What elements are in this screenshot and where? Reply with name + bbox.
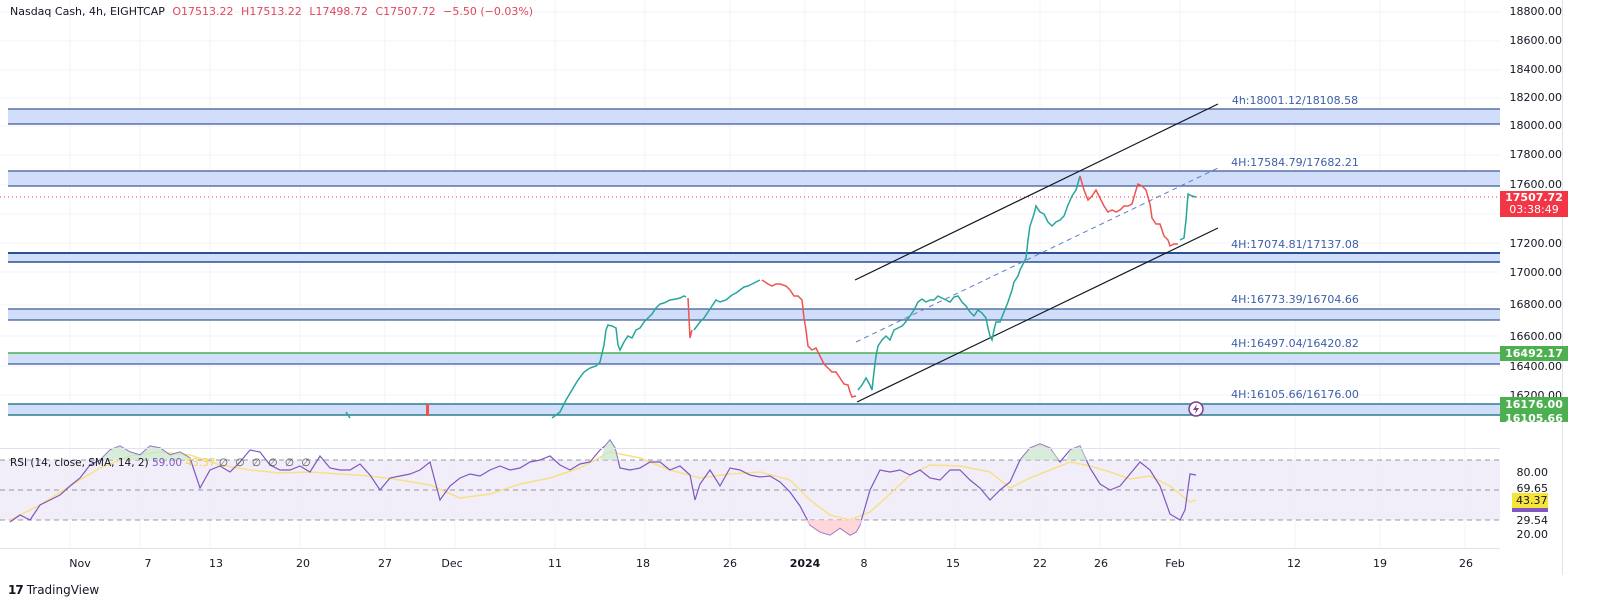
price-tick: 17800.00 [1509,148,1563,161]
rsi-sma-tag: 43.37 [1512,493,1548,508]
empty-value: ∅ [251,457,261,469]
rsi-legend: RSI (14, close, SMA, 14, 2) 59.00 43.37 … [10,457,314,469]
open-value: O17513.22 [172,5,234,18]
price-tag-16105: 16105.66 [1500,411,1568,422]
price-tick: 18600.00 [1509,34,1563,47]
time-tick: 27 [378,557,392,570]
zone-label: 4H:17584.79/17682.21 [1231,156,1359,169]
rsi-tick: 69.65 [1516,482,1549,495]
time-tick: 15 [946,557,960,570]
time-tick: 2024 [789,557,821,570]
zone-17584[interactable] [8,170,1500,187]
time-tick: 26 [1094,557,1108,570]
time-tick: 20 [296,557,310,570]
zone-16773[interactable] [8,308,1500,321]
tradingview-brand: TradingView [26,583,100,597]
zone-label: 4h:18001.12/18108.58 [1231,94,1359,107]
candlestick-series [345,175,1197,419]
rsi-sma-line [9,451,1197,521]
rsi-tick: 29.54 [1516,514,1549,527]
tradingview-logo-icon: 17 [8,583,24,597]
rsi-tick: 20.00 [1516,528,1549,541]
zone-16497[interactable] [8,352,1500,365]
time-tick: 26 [1459,557,1473,570]
price-axis-border [1562,0,1563,575]
low-value: L17498.72 [309,5,368,18]
lightning-alert-icon[interactable] [1188,401,1204,417]
price-tick: 16600.00 [1509,330,1563,343]
time-tick: 26 [723,557,737,570]
price-tag-16492: 16492.17 [1500,346,1568,361]
time-tick: 19 [1373,557,1387,570]
price-tick: 17200.00 [1509,237,1563,250]
time-tick: Feb [1165,557,1185,570]
zone-16105[interactable] [8,403,1500,416]
price-tick: 17000.00 [1509,266,1563,279]
channel-mid-line[interactable] [855,167,1219,343]
change-value: −5.50 (−0.03%) [443,5,534,18]
current-price-tag: 17507.72 03:38:49 [1500,191,1568,217]
close-value: C17507.72 [375,5,436,18]
symbol-legend: Nasdaq Cash, 4h, EIGHTCAP O17513.22 H175… [10,5,537,18]
time-tick: 8 [860,557,868,570]
channel-lower-line[interactable] [856,227,1219,403]
current-price-value: 17507.72 [1505,191,1563,204]
price-tick: 18000.00 [1509,119,1563,132]
time-tick: Nov [69,557,91,570]
tradingview-logo[interactable]: 17 TradingView [8,583,99,597]
price-tick: 16800.00 [1509,298,1563,311]
zone-18001[interactable] [8,108,1500,125]
high-value: H17513.22 [241,5,302,18]
price-tick: 18800.00 [1509,5,1563,18]
empty-value: ∅ [235,457,245,469]
channel-upper-line[interactable] [854,103,1219,281]
rsi-tick: 80.00 [1516,466,1549,479]
empty-value: ∅ [284,457,294,469]
time-tick: 12 [1287,557,1301,570]
time-tick: 11 [548,557,562,570]
price-tick: 18200.00 [1509,91,1563,104]
zone-label: 4H:16773.39/16704.66 [1231,293,1359,306]
time-tick: 7 [144,557,152,570]
price-tag-16176: 16176.00 [1500,397,1568,412]
empty-value: ∅ [268,457,278,469]
rsi-title[interactable]: RSI (14, close, SMA, 14, 2) [10,457,149,469]
empty-value: ∅ [218,457,228,469]
time-axis-divider [0,548,1500,549]
price-tick: 18400.00 [1509,63,1563,76]
rsi-value: 59.00 [152,457,183,469]
price-tick: 17600.00 [1509,178,1563,191]
symbol-title[interactable]: Nasdaq Cash, 4h, EIGHTCAP [10,5,165,18]
zone-label: 4H:16497.04/16420.82 [1231,337,1359,350]
time-tick: 13 [209,557,223,570]
zone-label: 4H:16105.66/16176.00 [1231,388,1359,401]
time-tick: Dec [441,557,463,570]
bar-countdown: 03:38:49 [1509,203,1559,216]
zone-17074[interactable] [8,252,1500,263]
zone-label: 4H:17074.81/17137.08 [1231,238,1359,251]
rsi-sma-value: 43.37 [185,457,216,469]
time-tick: 22 [1033,557,1047,570]
time-tick: 18 [636,557,650,570]
price-tick: 16400.00 [1509,360,1563,373]
empty-value: ∅ [301,457,311,469]
pane-divider[interactable] [0,448,1500,449]
